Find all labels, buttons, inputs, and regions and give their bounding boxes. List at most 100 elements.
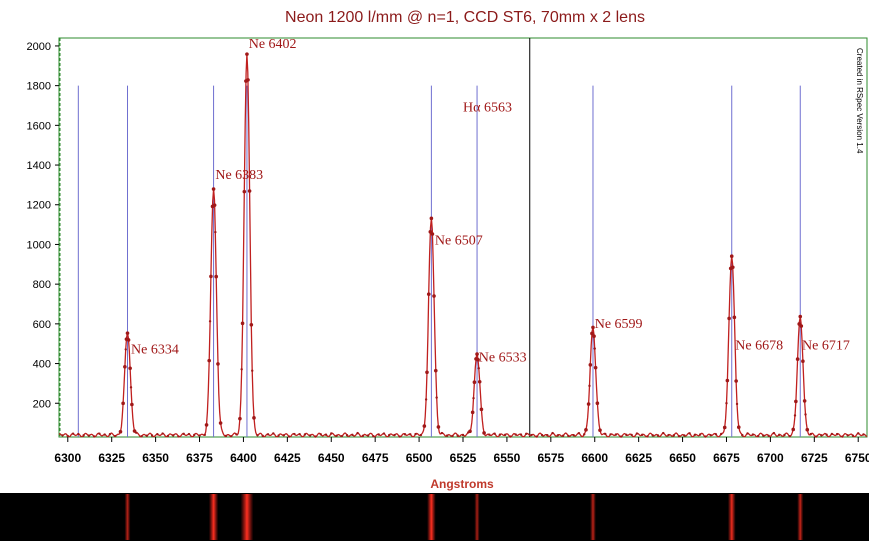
baseline-marker [308,434,312,437]
baseline-marker [482,431,486,435]
baseline-marker [788,435,791,438]
baseline-marker [435,396,438,399]
baseline-marker [451,434,454,438]
baseline-marker [672,434,675,437]
peak-marker-5 [586,402,591,406]
peak-marker-0 [128,366,132,371]
emission-line-5 [590,494,596,540]
x-tick-label: 6450 [318,451,345,465]
peak-marker-1 [207,358,211,363]
baseline-marker [145,434,149,437]
baseline-marker [71,432,75,435]
baseline-marker [535,435,538,438]
spectrum-markers [61,52,865,438]
baseline-marker [772,431,776,435]
baseline-marker [203,433,206,437]
x-tick-label: 6325 [98,451,125,465]
peak-annotation: Ne 6334 [131,343,179,358]
baseline-marker [546,433,549,437]
baseline-marker [640,433,644,437]
baseline-marker [150,434,154,437]
baseline-marker [477,367,481,370]
emission-line-1 [208,494,219,540]
baseline-marker [272,432,275,435]
peak-marker-3 [433,368,438,373]
baseline-marker [424,398,428,401]
peak-marker-0 [123,364,127,369]
baseline-marker [356,431,359,435]
baseline-marker [208,320,212,323]
peak-marker-4 [477,380,482,384]
baseline-marker [87,434,91,437]
baseline-marker [556,434,560,437]
emission-line-4 [474,494,480,540]
peak-marker-1 [214,274,219,279]
baseline-marker [793,414,797,417]
peak-marker-4 [472,380,477,384]
peak-marker-2 [240,321,245,326]
peak-annotation: Ne 6383 [215,168,263,183]
baseline-marker [77,432,80,436]
baseline-marker [630,433,633,437]
baseline-marker [841,435,844,438]
baseline-marker [229,435,233,438]
peak-marker-3 [426,292,431,296]
baseline-marker [403,433,407,436]
peak-marker-6 [722,425,727,430]
baseline-marker [862,433,865,436]
x-tick-label: 6400 [230,451,257,465]
baseline-marker [625,433,628,437]
baseline-marker [488,433,491,436]
peak-marker-6 [736,425,741,429]
baseline-marker [82,434,85,437]
baseline-marker [572,434,575,437]
baseline-marker [277,434,280,437]
baseline-marker [709,433,712,437]
peak-marker-1 [216,362,220,366]
peak-marker-6 [727,316,731,321]
baseline-marker [646,435,649,438]
baseline-marker [193,433,196,437]
peak-marker-7 [799,324,804,328]
baseline-marker [704,435,707,438]
peak-annotation: Ne 6402 [249,37,297,52]
peak-marker-2 [242,189,247,194]
baseline-marker [777,433,781,437]
baseline-marker [667,433,670,437]
baseline-marker [720,432,723,436]
peak-marker-4 [470,410,475,415]
baseline-marker [688,432,691,435]
x-tick-label: 6550 [494,451,521,465]
emission-line-7 [797,494,804,540]
y-tick-label: 1200 [27,200,51,212]
peak-marker-7 [801,359,805,363]
baseline-marker [857,432,860,435]
baseline-marker [319,433,322,436]
peak-marker-4 [479,407,484,412]
peak-marker-4 [475,352,479,356]
peak-marker-7 [791,427,796,432]
peak-marker-6 [731,265,735,270]
y-tick-label: 1000 [27,239,51,251]
baseline-marker [799,315,802,318]
baseline-marker [377,433,380,436]
peak-marker-1 [209,274,213,279]
baseline-marker [730,254,733,258]
spectrum-strip-lines [124,494,804,540]
baseline-marker [588,384,591,388]
x-tick-label: 6725 [801,451,828,465]
peak-marker-7 [795,357,800,361]
baseline-marker [472,396,475,400]
baseline-marker [445,434,449,437]
baseline-marker [467,431,470,434]
peak-marker-5 [593,365,598,370]
peak-marker-5 [591,325,595,330]
peak-marker-6 [732,315,737,320]
baseline-marker [298,432,301,436]
peak-marker-2 [238,416,242,421]
x-axis-ticks: 6300 6325 6350 6375 6400 6425 6450 6475 6500 6525… [54,437,869,465]
x-tick-label: 6300 [54,451,81,465]
y-tick-label: 2000 [27,41,51,53]
baseline-marker [814,435,818,438]
peak-marker-7 [802,399,807,403]
